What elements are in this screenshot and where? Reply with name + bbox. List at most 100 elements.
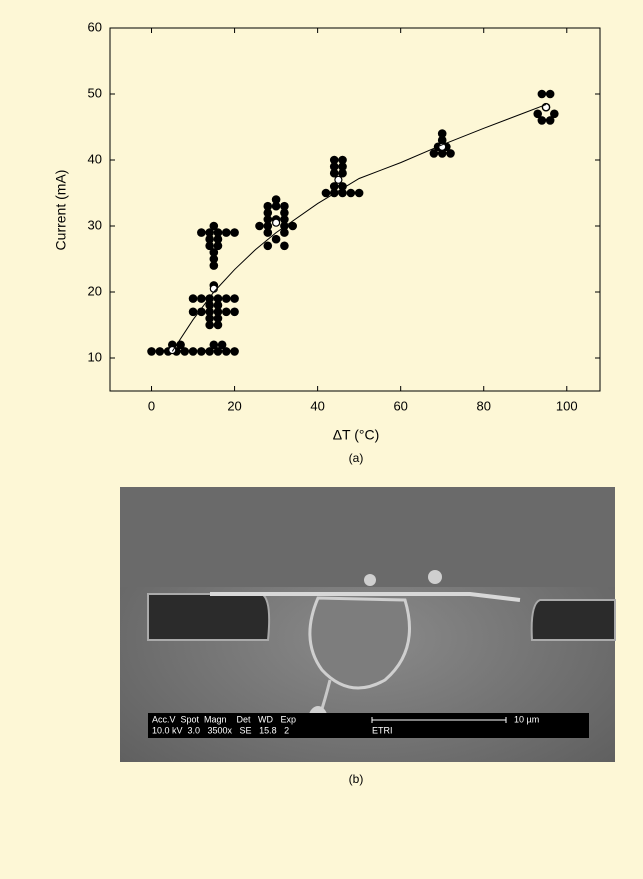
data-point [213,314,223,323]
data-point [329,182,339,191]
sem-image: Acc.V Spot Magn Det WD Exp 10.0 kV 3.0 3… [120,487,616,762]
data-point [429,149,439,158]
data-point [329,155,339,165]
data-point [338,182,347,191]
data-point [321,188,331,198]
data-point [213,294,223,303]
info-header: Acc.V Spot Magn Det WD Exp [152,714,296,724]
fit-curve [171,104,547,352]
data-point [205,234,214,244]
info-label: ETRI [372,725,393,735]
data-point [550,109,559,119]
left-layer [147,593,271,641]
x-tick-label: 0 [148,398,155,413]
y-axis-label: Current (mA) [53,170,69,251]
data-point [346,188,356,198]
mean-point [334,175,343,184]
data-point [338,155,347,165]
x-tick-label: 40 [310,398,324,413]
debris [428,570,442,584]
caption: (b) [349,772,364,786]
data-point [280,241,289,251]
data-point [533,109,543,119]
data-point [213,234,223,244]
x-axis-label: ΔT (°C) [333,427,380,443]
y-tick-label: 10 [88,349,102,364]
sem-top [120,487,615,587]
data-point [180,347,190,356]
info-bar [148,713,589,738]
data-point [354,188,364,198]
data-point [197,228,206,237]
data-point [338,168,347,178]
data-point [545,116,555,125]
data-point [213,307,223,317]
x-tick-label: 80 [476,398,490,413]
data-point [221,294,231,303]
data-point [338,188,347,198]
surface [210,592,521,602]
data-point [176,340,185,350]
data-point [213,228,223,237]
data-point [230,347,239,356]
debris [364,574,376,586]
x-tick-label: 60 [393,398,407,413]
scale-bar [371,717,507,723]
data-point [338,162,347,171]
data-point [205,307,214,317]
x-tick-label: 20 [227,398,241,413]
data-point [217,340,227,350]
data-point [205,228,214,237]
data-point [205,314,214,323]
data-point [230,307,239,317]
data-point [197,347,206,356]
data-point [288,221,298,231]
data-point [263,228,273,237]
data-point [263,241,273,251]
data-point [545,89,555,99]
data-point [205,347,214,356]
void [308,596,411,690]
data-point [537,89,547,99]
data-point [446,149,455,158]
data-point [209,221,219,231]
data-point [280,201,289,211]
caption: (a) [349,451,364,465]
data-point [205,320,214,330]
y-tick-label: 60 [88,19,102,34]
data-point [255,221,264,231]
data-point [437,129,447,138]
x-tick-label: 100 [556,398,578,413]
y-tick-label: 20 [88,283,102,298]
data-point [280,228,289,237]
data-point [209,340,219,350]
y-tick-label: 30 [88,217,102,232]
y-tick-label: 50 [88,85,102,100]
data-point [280,208,289,218]
data-point [271,201,281,211]
data-point [437,135,447,145]
data-point [205,300,214,310]
data-point [213,320,223,330]
plot-frame [109,27,601,392]
data-point [280,215,289,224]
right-layer [530,599,616,641]
data-point [188,294,198,303]
data-point [437,149,447,158]
data-point [188,347,198,356]
data-point [221,228,231,237]
data-point [329,168,339,178]
data-point [230,228,239,237]
data-point [155,347,165,356]
data-point [209,254,219,264]
data-point [230,294,239,303]
data-point [537,116,547,125]
scale-label: 10 µm [514,714,539,724]
info-values: 10.0 kV 3.0 3500x SE 15.8 2 [152,725,289,735]
data-point [213,347,223,356]
data-point [197,294,206,303]
data-point [271,234,281,244]
data-point [263,208,273,218]
data-point [263,201,273,211]
